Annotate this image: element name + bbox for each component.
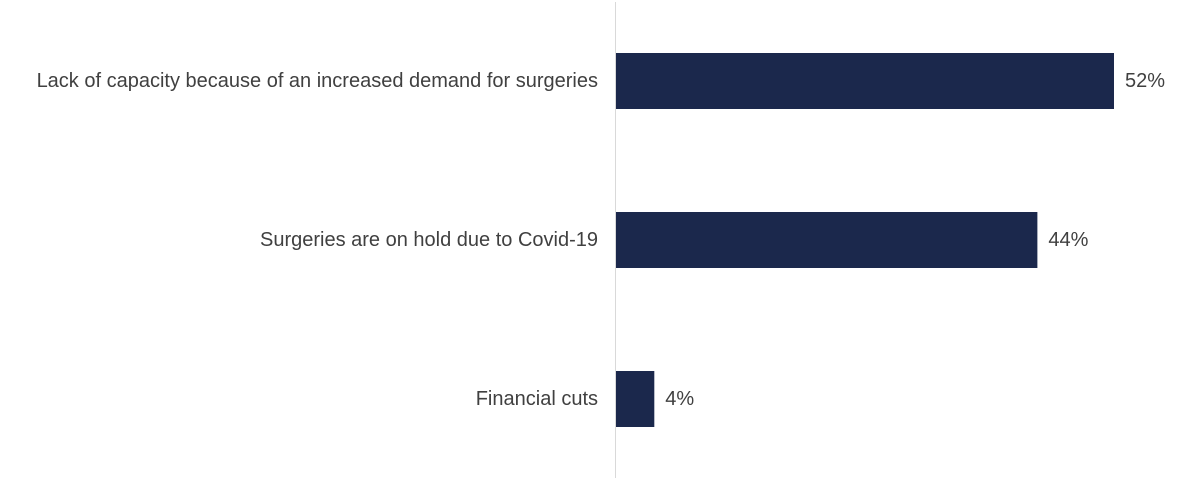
value-label-2: 4% xyxy=(665,388,694,410)
value-label-1: 44% xyxy=(1048,229,1088,251)
bar-0 xyxy=(616,53,1114,109)
labels-layer: Lack of capacity because of an increased… xyxy=(37,70,1166,410)
category-label-0: Lack of capacity because of an increased… xyxy=(37,70,598,92)
category-label-1: Surgeries are on hold due to Covid-19 xyxy=(260,229,598,251)
category-label-2: Financial cuts xyxy=(476,388,598,410)
bars-layer xyxy=(616,53,1114,427)
bar-1 xyxy=(616,212,1038,268)
bar-2 xyxy=(616,371,655,427)
value-label-0: 52% xyxy=(1125,70,1165,92)
